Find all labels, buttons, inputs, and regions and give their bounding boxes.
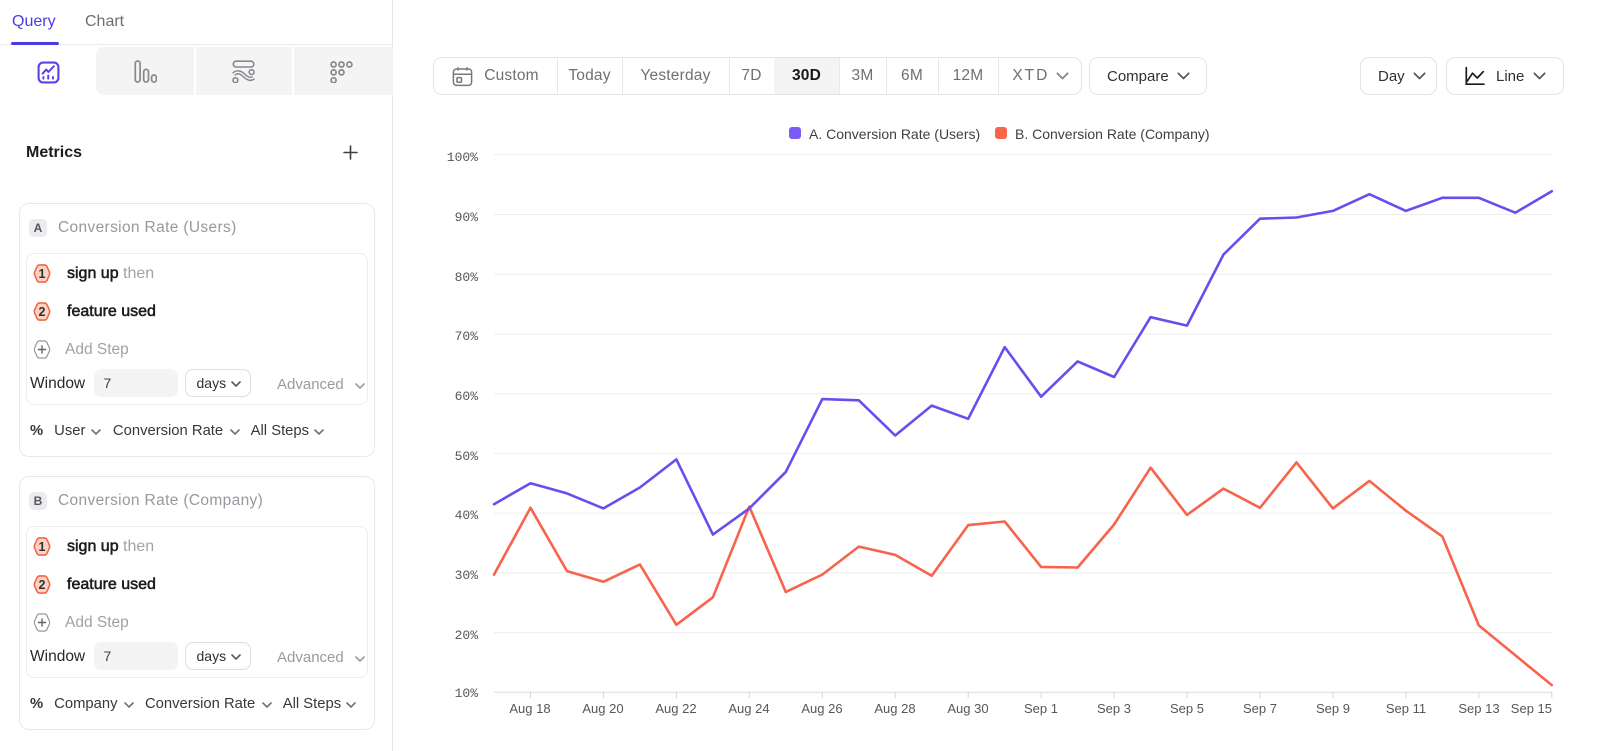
svg-text:1: 1 xyxy=(39,540,46,554)
svg-text:2: 2 xyxy=(39,578,46,592)
svg-text:2: 2 xyxy=(39,305,46,319)
svg-text:1: 1 xyxy=(39,267,46,281)
